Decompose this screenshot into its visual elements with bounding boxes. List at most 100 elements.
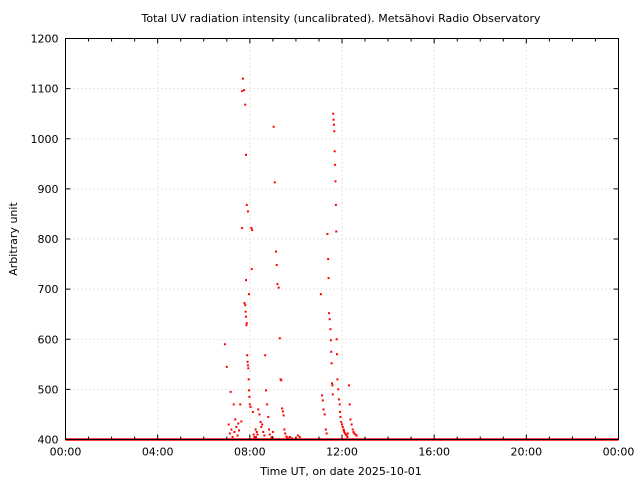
data-point <box>247 378 250 381</box>
data-point <box>327 258 330 261</box>
data-point <box>271 435 274 438</box>
data-point <box>340 420 343 423</box>
data-point <box>277 286 280 289</box>
data-point <box>334 163 337 166</box>
data-point <box>253 435 256 438</box>
data-point <box>338 403 341 406</box>
data-point <box>225 365 228 368</box>
data-point <box>246 354 249 357</box>
y-tick-label: 500 <box>38 383 59 396</box>
data-point <box>246 210 249 213</box>
data-point <box>275 264 278 267</box>
data-point <box>322 408 325 411</box>
data-point <box>327 312 330 315</box>
data-point <box>342 429 345 432</box>
x-tick-label: 08:00 <box>234 446 266 459</box>
data-point <box>282 414 285 417</box>
data-point <box>223 343 226 346</box>
data-point <box>244 310 247 313</box>
data-point <box>327 277 330 280</box>
data-point <box>329 328 332 331</box>
data-point <box>336 378 339 381</box>
data-point <box>285 435 288 438</box>
data-point <box>230 428 233 431</box>
data-point <box>247 367 250 370</box>
data-point <box>250 268 253 271</box>
y-tick-label: 600 <box>38 333 59 346</box>
data-point <box>351 428 354 431</box>
data-point <box>328 318 331 321</box>
data-point <box>235 425 238 428</box>
data-point <box>257 408 260 411</box>
y-tick-label: 800 <box>38 233 59 246</box>
data-point <box>252 433 255 436</box>
y-axis-label: Arbitrary unit <box>7 202 20 276</box>
data-point <box>334 203 337 206</box>
data-point <box>334 180 337 183</box>
data-point <box>262 430 265 433</box>
data-point <box>236 434 239 437</box>
data-point <box>264 354 267 357</box>
x-tick-label: 00:00 <box>50 446 82 459</box>
data-point <box>319 293 322 296</box>
data-point <box>332 118 335 121</box>
data-point <box>323 413 326 416</box>
data-point <box>341 423 343 426</box>
data-point <box>337 398 340 401</box>
data-point <box>331 393 334 396</box>
data-points <box>223 77 358 440</box>
data-point <box>337 388 340 391</box>
x-tick-label: 20:00 <box>510 446 542 459</box>
data-point <box>244 304 247 307</box>
data-point <box>326 232 329 235</box>
data-point <box>332 123 335 126</box>
x-tick-label: 04:00 <box>142 446 174 459</box>
data-point <box>245 324 248 327</box>
data-point <box>232 403 235 406</box>
data-point <box>272 125 275 128</box>
data-point <box>258 413 261 416</box>
data-point <box>266 403 269 406</box>
data-point <box>231 435 234 438</box>
data-point <box>321 399 324 402</box>
y-tick-label: 900 <box>38 183 59 196</box>
data-point <box>339 415 342 418</box>
data-point <box>243 302 246 305</box>
data-point <box>335 338 338 341</box>
data-point <box>241 90 244 93</box>
data-point <box>251 410 254 413</box>
y-tick-label: 1200 <box>31 33 59 46</box>
data-point <box>233 430 236 433</box>
data-point <box>248 293 251 296</box>
data-point <box>239 403 242 406</box>
x-tick-label: 12:00 <box>326 446 358 459</box>
data-point <box>273 181 276 184</box>
data-point <box>346 435 349 438</box>
data-point <box>254 428 257 431</box>
data-point <box>298 435 301 438</box>
data-point <box>241 226 244 229</box>
x-tick-label: 00:00 <box>603 446 635 459</box>
data-point <box>352 430 355 433</box>
data-point <box>281 407 284 410</box>
data-point <box>255 430 258 433</box>
data-point <box>250 226 253 229</box>
data-point <box>321 394 324 397</box>
data-point <box>248 403 251 406</box>
data-point <box>261 423 264 426</box>
data-point <box>267 415 270 418</box>
data-point <box>330 350 333 353</box>
data-point <box>289 435 292 438</box>
data-point <box>345 434 348 437</box>
data-point <box>251 228 254 231</box>
data-point <box>354 433 357 436</box>
data-point <box>330 362 333 365</box>
y-tick-label: 700 <box>38 283 59 296</box>
data-point <box>339 410 342 413</box>
data-point <box>259 420 262 423</box>
data-point <box>268 428 271 431</box>
x-axis-tick-labels: 00:00 04:00 08:00 12:00 16:00 20:00 00:00 <box>50 446 635 459</box>
data-point <box>280 379 283 382</box>
x-tick-label: 16:00 <box>418 446 450 459</box>
